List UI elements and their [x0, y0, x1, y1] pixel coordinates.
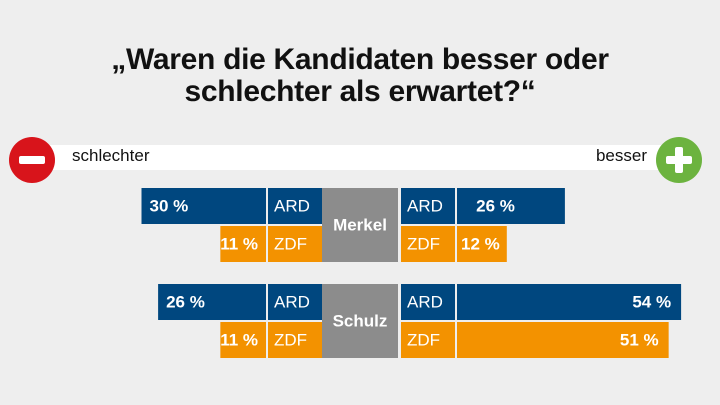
chart-title: „Waren die Kandidaten besser oder schlec… [0, 44, 720, 108]
tag-label-schulz-ard-left: ARD [274, 293, 310, 312]
candidate-label-schulz: Schulz [333, 312, 388, 331]
candidate-block-merkel [322, 188, 398, 262]
bar-merkel-zdf-better [457, 226, 507, 262]
tag-merkel-zdf-right [401, 226, 455, 262]
tag-label-merkel-ard-left: ARD [274, 197, 310, 216]
chart-title-line-2: schlechter als erwartet?“ [184, 75, 536, 108]
chart-title-line-1: „Waren die Kandidaten besser oder [111, 43, 609, 76]
value-label-merkel-zdf-better: 12 % [461, 235, 500, 254]
bar-merkel-zdf-worse [220, 226, 266, 262]
tag-schulz-zdf-right [401, 322, 455, 358]
tag-schulz-ard-right [401, 284, 455, 320]
scale-label-better: besser [595, 146, 647, 165]
tag-label-schulz-ard-right: ARD [407, 293, 443, 312]
value-label-schulz-zdf-worse: 11 % [220, 331, 258, 350]
bar-merkel-ard-better [457, 188, 565, 224]
tag-label-schulz-zdf-left: ZDF [274, 331, 307, 350]
tag-label-merkel-ard-right: ARD [407, 197, 443, 216]
tag-schulz-zdf-left [268, 322, 322, 358]
bar-merkel-ard-worse [141, 188, 266, 224]
tag-label-merkel-zdf-left: ZDF [274, 235, 307, 254]
bar-schulz-ard-worse [158, 284, 266, 320]
candidate-block-schulz [322, 284, 398, 358]
scale-label-worse: schlechter [72, 146, 150, 165]
value-label-merkel-ard-worse: 30 % [150, 197, 189, 216]
tag-merkel-zdf-left [268, 226, 322, 262]
value-label-merkel-zdf-worse: 11 % [220, 235, 258, 254]
value-label-merkel-ard-better: 26 % [476, 197, 515, 216]
scale-bar [40, 145, 680, 170]
tag-merkel-ard-left [268, 188, 322, 224]
bar-schulz-ard-better [457, 284, 682, 320]
candidate-label-merkel: Merkel [333, 216, 387, 235]
tag-schulz-ard-left [268, 284, 322, 320]
tag-label-schulz-zdf-right: ZDF [407, 331, 440, 350]
minus-icon [9, 137, 55, 183]
value-label-schulz-ard-worse: 26 % [166, 293, 205, 312]
bar-schulz-zdf-worse [220, 322, 266, 358]
value-label-schulz-zdf-better: 51 % [620, 331, 659, 350]
plus-icon [656, 137, 702, 183]
tag-label-merkel-zdf-right: ZDF [407, 235, 440, 254]
tag-merkel-ard-right [401, 188, 455, 224]
value-label-schulz-ard-better: 54 % [632, 293, 671, 312]
bar-schulz-zdf-better [457, 322, 669, 358]
